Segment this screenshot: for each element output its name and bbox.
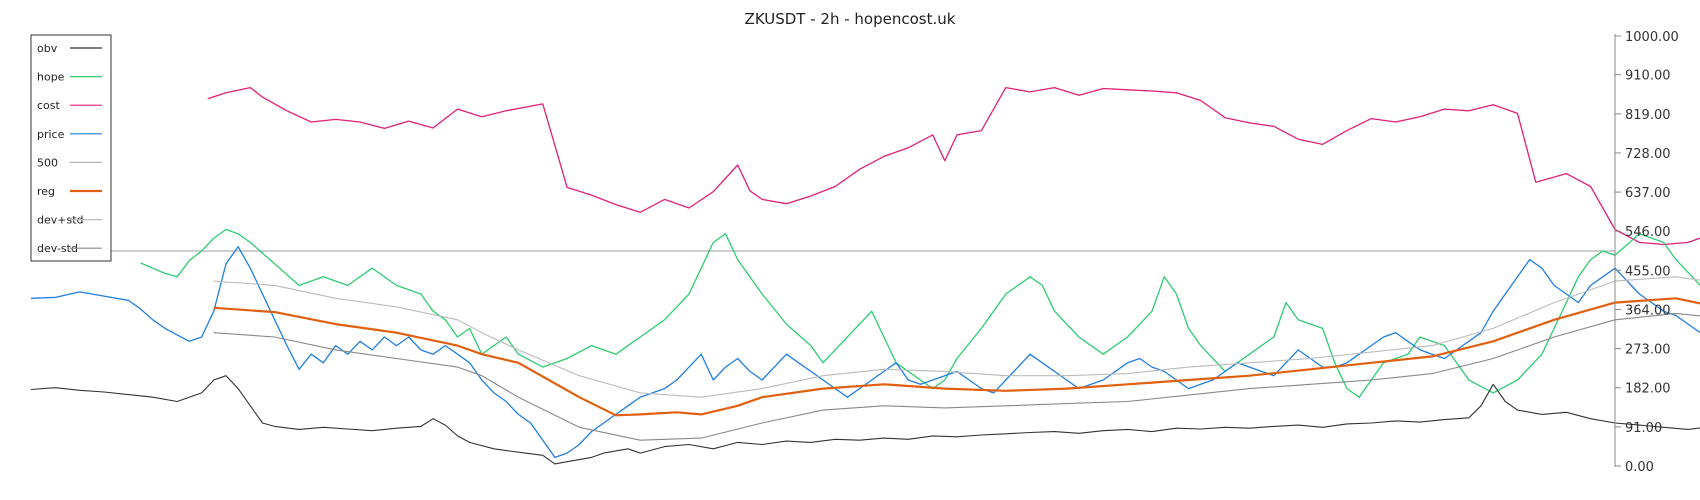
- y-tick-label: 273.00: [1625, 343, 1671, 358]
- legend-box: [30, 34, 112, 262]
- legend-label: obv: [37, 42, 58, 55]
- y-axis-ticks: 1000.00 910.00 819.00 728.00 637.00 546.00 455…: [1615, 30, 1679, 475]
- y-tick-label: 0.00: [1625, 460, 1654, 475]
- y-tick-label: 1000.00: [1625, 30, 1679, 45]
- y-tick-label: 364.00: [1625, 303, 1671, 318]
- y-tick-label: 182.00: [1625, 382, 1671, 397]
- y-tick-label: 910.00: [1625, 69, 1671, 84]
- series-line-price: [30, 246, 1700, 459]
- series-line-obv: [30, 375, 1700, 465]
- y-tick-label: 819.00: [1625, 108, 1671, 123]
- series-line-cost: [207, 86, 1700, 246]
- series-layer: [30, 86, 1700, 465]
- y-tick-label: 455.00: [1625, 264, 1671, 279]
- series-line-dev-std: [213, 276, 1700, 398]
- y-tick-label: 91.00: [1625, 421, 1662, 436]
- legend-label: reg: [37, 185, 55, 198]
- legend-label: dev-std: [37, 242, 78, 255]
- legend-label: dev+std: [37, 214, 84, 227]
- series-line-dev-std: [213, 312, 1700, 441]
- series-line-reg: [213, 297, 1700, 417]
- legend-label: cost: [37, 99, 61, 112]
- legend: obv hope cost price 500 reg dev+std dev-std: [30, 34, 112, 262]
- y-tick-label: 637.00: [1625, 186, 1671, 201]
- legend-label: price: [37, 128, 65, 141]
- legend-label: hope: [37, 71, 65, 84]
- legend-entries: obv hope cost price 500 reg dev+std dev-std: [37, 42, 102, 255]
- y-tick-label: 546.00: [1625, 225, 1671, 240]
- y-tick-label: 728.00: [1625, 147, 1671, 162]
- chart-title: ZKUSDT - 2h - hopencost.uk: [745, 10, 956, 28]
- legend-label: 500: [37, 156, 58, 169]
